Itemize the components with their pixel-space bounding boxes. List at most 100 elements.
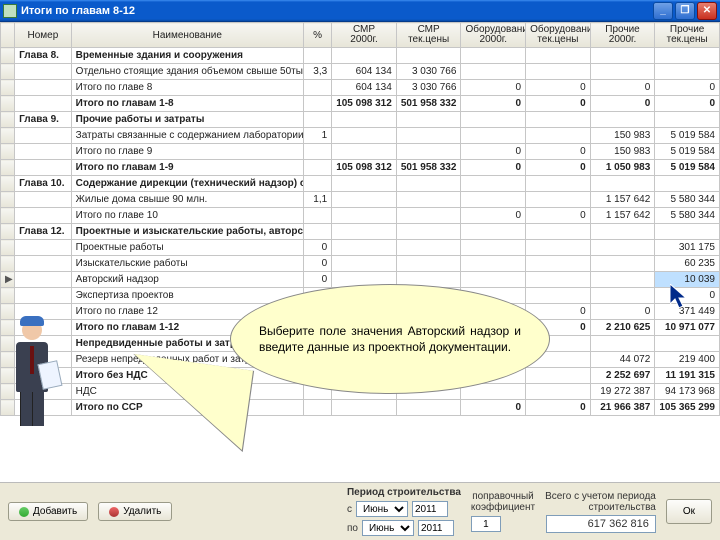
row-number-cell[interactable] (15, 240, 72, 256)
row-value-cell[interactable] (396, 208, 461, 224)
row-value-cell[interactable]: 21 966 387 (590, 400, 655, 416)
row-value-cell[interactable]: 5 580 344 (655, 208, 720, 224)
table-row[interactable]: Итого по главе 8604 1343 030 7660000 (1, 80, 720, 96)
table-row[interactable]: Глава 10.Содержание дирекции (технически… (1, 176, 720, 192)
table-row[interactable]: Глава 9.Прочие работы и затраты (1, 112, 720, 128)
row-value-cell[interactable]: 2 210 625 (590, 320, 655, 336)
row-value-cell[interactable]: 105 098 312 (332, 160, 397, 176)
row-value-cell[interactable]: 0 (655, 288, 720, 304)
row-value-cell[interactable] (590, 272, 655, 288)
row-value-cell[interactable] (590, 48, 655, 64)
row-value-cell[interactable] (526, 368, 591, 384)
row-name-cell[interactable]: Итого по главам 1-8 (71, 96, 303, 112)
row-value-cell[interactable]: 0 (590, 80, 655, 96)
row-pct-cell[interactable] (303, 400, 331, 416)
table-row[interactable]: Затраты связанные с содержанием лаборато… (1, 128, 720, 144)
row-value-cell[interactable]: 0 (526, 400, 591, 416)
year-to-input[interactable] (418, 520, 454, 536)
row-value-cell[interactable] (655, 112, 720, 128)
row-name-cell[interactable]: Экспертиза проектов (71, 288, 303, 304)
year-from-input[interactable] (412, 501, 448, 517)
row-number-cell[interactable] (15, 192, 72, 208)
row-number-cell[interactable]: Глава 10. (15, 176, 72, 192)
row-value-cell[interactable]: 0 (526, 80, 591, 96)
row-value-cell[interactable] (461, 64, 526, 80)
row-value-cell[interactable] (461, 176, 526, 192)
row-value-cell[interactable] (590, 224, 655, 240)
row-name-cell[interactable]: Итого по главе 9 (71, 144, 303, 160)
row-value-cell[interactable]: 0 (461, 160, 526, 176)
row-value-cell[interactable]: 10 039 (655, 272, 720, 288)
row-value-cell[interactable]: 604 134 (332, 64, 397, 80)
row-value-cell[interactable]: 0 (461, 96, 526, 112)
row-value-cell[interactable]: 94 173 968 (655, 384, 720, 400)
row-value-cell[interactable] (590, 288, 655, 304)
row-value-cell[interactable]: 1 157 642 (590, 192, 655, 208)
row-value-cell[interactable] (526, 192, 591, 208)
row-value-cell[interactable]: 0 (526, 160, 591, 176)
row-value-cell[interactable]: 5 019 584 (655, 128, 720, 144)
row-pct-cell[interactable] (303, 80, 331, 96)
row-value-cell[interactable] (590, 256, 655, 272)
row-value-cell[interactable] (526, 64, 591, 80)
row-value-cell[interactable]: 0 (655, 80, 720, 96)
row-value-cell[interactable]: 0 (461, 400, 526, 416)
month-from-select[interactable]: Июнь (356, 501, 408, 517)
col-name-header[interactable]: Наименование (71, 23, 303, 48)
row-value-cell[interactable] (655, 64, 720, 80)
col-c3-header[interactable]: Оборудование 2000г. (461, 23, 526, 48)
row-value-cell[interactable] (332, 112, 397, 128)
row-name-cell[interactable]: Проектные работы (71, 240, 303, 256)
row-value-cell[interactable] (590, 240, 655, 256)
row-value-cell[interactable]: 371 449 (655, 304, 720, 320)
row-value-cell[interactable]: 501 958 332 (396, 160, 461, 176)
row-value-cell[interactable] (526, 224, 591, 240)
col-pct-header[interactable]: % (303, 23, 331, 48)
row-value-cell[interactable]: 5 580 344 (655, 192, 720, 208)
row-name-cell[interactable]: Отдельно стоящие здания объемом свыше 50… (71, 64, 303, 80)
row-value-cell[interactable] (461, 256, 526, 272)
ok-button[interactable]: Ок (666, 499, 712, 524)
table-row[interactable]: Проектные работы0 301 175 (1, 240, 720, 256)
row-value-cell[interactable] (461, 224, 526, 240)
row-value-cell[interactable]: 3 030 766 (396, 64, 461, 80)
col-c6-header[interactable]: Прочие тек.цены (655, 23, 720, 48)
row-value-cell[interactable] (396, 224, 461, 240)
row-pct-cell[interactable] (303, 208, 331, 224)
row-pct-cell[interactable] (303, 160, 331, 176)
row-value-cell[interactable]: 219 400 (655, 352, 720, 368)
row-value-cell[interactable]: 11 191 315 (655, 368, 720, 384)
row-value-cell[interactable] (332, 176, 397, 192)
table-row[interactable]: Глава 8.Временные здания и сооружения (1, 48, 720, 64)
table-row[interactable]: Итого по ССР0021 966 387105 365 299 (1, 400, 720, 416)
table-row[interactable]: Жилые дома свыше 90 млн.1,11 157 6425 58… (1, 192, 720, 208)
row-pct-cell[interactable] (303, 48, 331, 64)
row-value-cell[interactable] (526, 48, 591, 64)
row-value-cell[interactable]: 105 365 299 (655, 400, 720, 416)
row-value-cell[interactable] (332, 192, 397, 208)
row-value-cell[interactable]: 0 (526, 144, 591, 160)
month-to-select[interactable]: Июнь (362, 520, 414, 536)
row-number-cell[interactable]: Глава 8. (15, 48, 72, 64)
minimize-button[interactable]: _ (653, 2, 673, 20)
row-pct-cell[interactable]: 0 (303, 240, 331, 256)
row-value-cell[interactable] (332, 240, 397, 256)
row-value-cell[interactable]: 0 (655, 96, 720, 112)
row-pct-cell[interactable]: 0 (303, 272, 331, 288)
row-value-cell[interactable]: 301 175 (655, 240, 720, 256)
coef-input[interactable] (471, 516, 501, 532)
row-name-cell[interactable]: Прочие работы и затраты (71, 112, 303, 128)
col-c2-header[interactable]: СМР тек.цены (396, 23, 461, 48)
row-name-cell[interactable]: Временные здания и сооружения (71, 48, 303, 64)
row-value-cell[interactable] (461, 240, 526, 256)
row-value-cell[interactable]: 1 050 983 (590, 160, 655, 176)
row-name-cell[interactable]: Проектные и изыскательские работы, автор… (71, 224, 303, 240)
row-number-cell[interactable] (15, 80, 72, 96)
col-c5-header[interactable]: Прочие 2000г. (590, 23, 655, 48)
row-value-cell[interactable] (461, 48, 526, 64)
table-row[interactable]: Итого по главам 1-8105 098 312501 958 33… (1, 96, 720, 112)
row-number-cell[interactable] (15, 208, 72, 224)
row-name-cell[interactable]: Жилые дома свыше 90 млн. (71, 192, 303, 208)
row-value-cell[interactable]: 501 958 332 (396, 96, 461, 112)
col-c1-header[interactable]: СМР 2000г. (332, 23, 397, 48)
